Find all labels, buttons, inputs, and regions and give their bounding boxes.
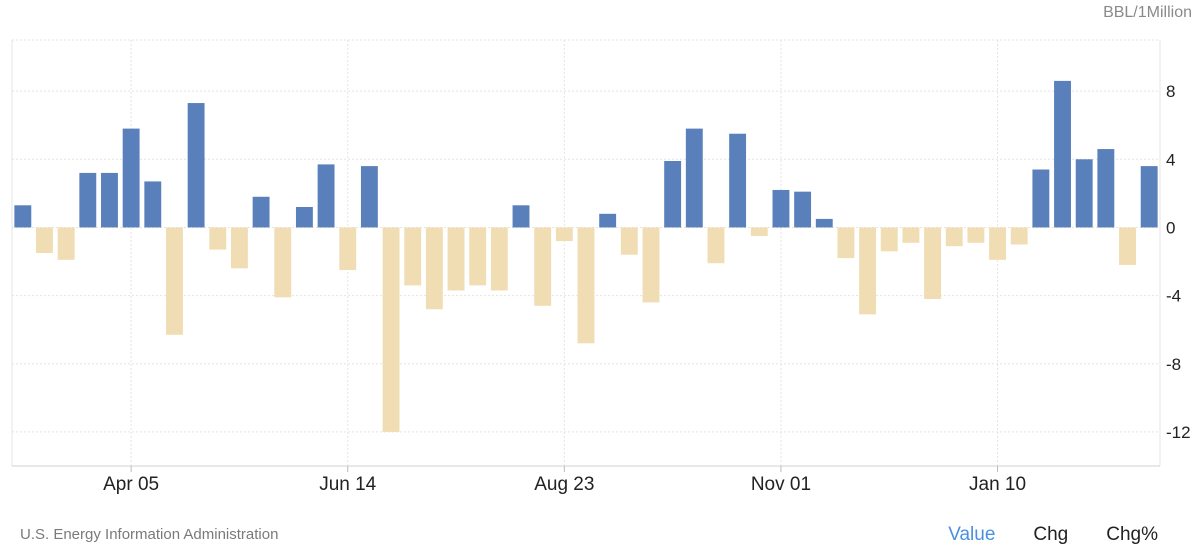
bar-negative[interactable]: [36, 227, 53, 253]
bar-positive[interactable]: [512, 205, 530, 228]
bar-negative[interactable]: [274, 227, 292, 298]
bar-positive[interactable]: [1054, 80, 1071, 228]
bar-negative[interactable]: [469, 227, 487, 286]
bar-positive[interactable]: [1032, 169, 1050, 228]
bar-positive[interactable]: [1097, 149, 1115, 228]
bar-positive[interactable]: [664, 160, 682, 228]
bar-positive[interactable]: [14, 205, 32, 228]
bar-positive[interactable]: [794, 191, 812, 228]
bar-negative[interactable]: [534, 227, 552, 306]
bar-negative[interactable]: [166, 227, 183, 335]
x-tick-label: Nov 01: [751, 474, 811, 495]
y-tick-label: 0: [1166, 218, 1175, 237]
bar-negative[interactable]: [1010, 227, 1028, 245]
bar-negative[interactable]: [642, 227, 660, 303]
bar-negative[interactable]: [447, 227, 465, 291]
unit-label: BBL/1Million: [1103, 4, 1192, 21]
x-tick-label: Jun 14: [319, 474, 376, 495]
bar-negative[interactable]: [707, 227, 725, 264]
bar-negative[interactable]: [339, 227, 357, 271]
bar-negative[interactable]: [1119, 227, 1136, 265]
bar-positive[interactable]: [187, 103, 205, 228]
y-tick-label: 8: [1166, 82, 1175, 101]
bar-positive[interactable]: [317, 164, 335, 228]
bar-negative[interactable]: [880, 227, 898, 252]
axis-ticks: 8 4 0 -4 -8 -12 Apr 05 Jun 14 Aug 23 Nov 01 Jan 10: [103, 82, 1190, 495]
bar-positive[interactable]: [79, 172, 97, 228]
bar-negative[interactable]: [57, 227, 75, 260]
bar-negative[interactable]: [837, 227, 855, 259]
bar-negative[interactable]: [425, 227, 443, 310]
bar-positive[interactable]: [729, 133, 747, 228]
bar-positive[interactable]: [122, 128, 140, 228]
y-tick-label: -8: [1166, 355, 1181, 374]
y-tick-label: -12: [1166, 423, 1191, 442]
bar-negative[interactable]: [230, 227, 248, 269]
bar-negative[interactable]: [750, 227, 768, 236]
bar-negative[interactable]: [902, 227, 920, 243]
mode-switcher: Value Chg Chg%: [948, 524, 1158, 546]
mode-chg-button[interactable]: Chg: [1033, 524, 1069, 545]
bar-negative[interactable]: [404, 227, 422, 286]
bar-positive[interactable]: [685, 128, 703, 228]
y-tick-label: 4: [1166, 150, 1175, 169]
bar-positive[interactable]: [295, 206, 313, 228]
bar-positive[interactable]: [101, 172, 118, 228]
bar-negative[interactable]: [490, 227, 508, 291]
bar-negative[interactable]: [924, 227, 942, 300]
bar-negative[interactable]: [620, 227, 638, 255]
bar-positive[interactable]: [599, 213, 617, 228]
bar-negative[interactable]: [555, 227, 573, 242]
x-tick-label: Aug 23: [534, 474, 594, 495]
x-tick-label: Jan 10: [969, 474, 1026, 495]
bar-positive[interactable]: [144, 181, 162, 228]
bar-negative[interactable]: [382, 227, 400, 432]
bar-positive[interactable]: [815, 218, 833, 228]
bar-negative[interactable]: [577, 227, 595, 344]
bar-positive[interactable]: [252, 196, 270, 228]
y-tick-label: -4: [1166, 287, 1181, 306]
source-label: U.S. Energy Information Administration: [20, 526, 279, 543]
mode-value-button[interactable]: Value: [948, 524, 996, 545]
mode-chgpct-button[interactable]: Chg%: [1106, 524, 1158, 545]
bar-negative[interactable]: [859, 227, 877, 315]
bar-positive[interactable]: [772, 189, 790, 228]
bar-positive[interactable]: [1140, 166, 1158, 228]
bar-negative[interactable]: [945, 227, 963, 247]
bar-negative[interactable]: [967, 227, 985, 243]
bar-negative[interactable]: [989, 227, 1006, 260]
bar-negative[interactable]: [209, 227, 227, 250]
x-tick-label: Apr 05: [103, 474, 159, 495]
bar-positive[interactable]: [1075, 159, 1093, 228]
bar-positive[interactable]: [360, 166, 378, 228]
bars: [14, 80, 1158, 432]
